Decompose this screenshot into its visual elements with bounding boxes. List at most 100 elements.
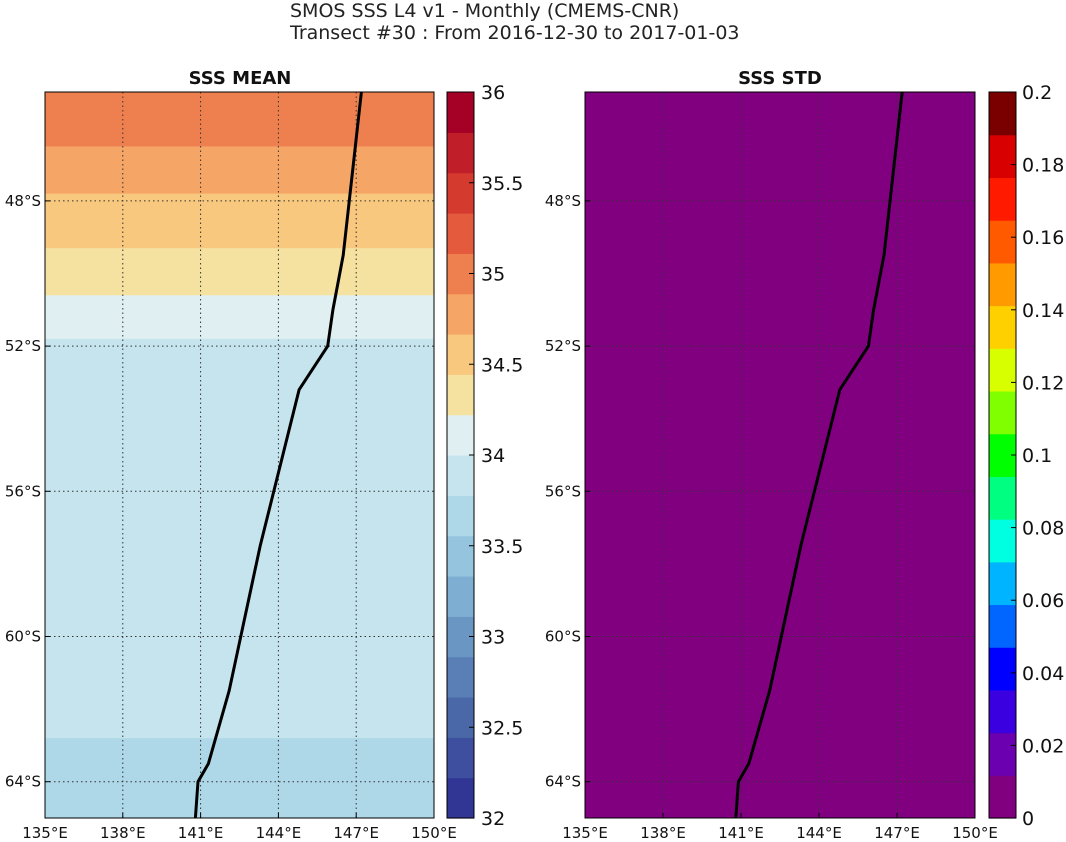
colorbar-tick-label: 0.02 — [1022, 735, 1064, 757]
lon-tick-label: 147°E — [874, 824, 920, 842]
lon-tick-label: 135°E — [22, 824, 68, 842]
lat-tick-label: 48°S — [5, 192, 41, 210]
colorbar-tick-label: 0.08 — [1022, 518, 1064, 540]
sss-band — [45, 295, 434, 340]
transect-line-std — [734, 91, 904, 819]
colorbar-tick-label: 0.18 — [1022, 155, 1064, 177]
lon-tick-label: 138°E — [100, 824, 146, 842]
lon-labels-mean: 135°E 138°E 141°E 144°E 147°E 150°E — [22, 813, 457, 842]
colorbar-tick-label: 33.5 — [481, 536, 523, 558]
colorbar-tick-label: 33 — [481, 627, 505, 649]
colorbar-segment — [447, 495, 474, 537]
title-line-1: SMOS SSS L4 v1 - Monthly (CMEMS-CNR) — [290, 0, 680, 22]
colorbar-segment — [989, 561, 1016, 606]
colorbar-tick-label: 36 — [481, 82, 505, 104]
panel-sss-std: SSS STD 48°S52°S56°S60°S64°S 135°E 138°E 1… — [545, 68, 1064, 842]
sss-band — [45, 92, 434, 147]
lat-labels-mean: 48°S 52°S 56°S 60°S 64°S — [5, 192, 50, 791]
lon-tick-label: 141°E — [718, 824, 764, 842]
colorbar-segment — [447, 576, 474, 617]
colorbar-labels-std: 0 0.02 0.04 0.06 0.08 0.1 0.12 0.14 0.16 0.18 0.2 — [1011, 82, 1064, 830]
lat-tick-label: 56°S — [545, 482, 581, 500]
lat-labels-std: 48°S 52°S 56°S 60°S 64°S — [545, 192, 590, 791]
colorbar-tick-label: 35 — [481, 264, 505, 286]
colorbar-tick-label: 0.14 — [1022, 300, 1064, 322]
map-frame-std — [584, 91, 976, 819]
colorbar-segment — [447, 374, 474, 416]
colorbar-tick-label: 0.04 — [1022, 663, 1064, 685]
lat-tick-label: 60°S — [5, 628, 41, 646]
lon-tick-label: 150°E — [411, 824, 457, 842]
transect-line-mean — [193, 91, 363, 819]
lon-labels-std: 135°E 138°E 141°E 144°E 147°E 150°E — [562, 813, 998, 842]
colorbar-tick-label: 32.5 — [481, 717, 523, 739]
colorbar-tick-label: 0.12 — [1022, 372, 1064, 394]
colorbar-segment — [989, 262, 1016, 307]
colorbar-mean — [446, 91, 475, 819]
lon-tick-label: 144°E — [256, 824, 302, 842]
lon-tick-label: 147°E — [333, 824, 379, 842]
sss-band — [45, 738, 434, 819]
colorbar-segment — [989, 519, 1016, 563]
sss-std-field — [585, 92, 975, 818]
sss-band — [45, 248, 434, 296]
lat-tick-label: 64°S — [545, 773, 581, 791]
colorbar-tick-label: 35.5 — [481, 173, 523, 195]
lat-tick-label: 48°S — [545, 192, 581, 210]
lat-tick-label: 60°S — [545, 628, 581, 646]
colorbar-segment — [989, 177, 1016, 221]
colorbar-segment — [447, 697, 474, 738]
colorbar-tick-label: 0.16 — [1022, 227, 1064, 249]
colorbar-tick-label: 32 — [481, 808, 505, 830]
lon-tick-label: 144°E — [796, 824, 842, 842]
colorbar-segment — [447, 92, 474, 133]
colorbar-tick-label: 34.5 — [481, 354, 523, 376]
colorbar-segment — [989, 134, 1016, 179]
sss-mean-field — [45, 92, 434, 819]
colorbar-segment — [447, 334, 474, 375]
colorbar-segment — [447, 777, 474, 819]
lon-tick-label: 141°E — [178, 824, 224, 842]
colorbar-segment — [989, 689, 1016, 734]
panel-title-mean: SSS MEAN — [189, 68, 292, 89]
colorbar-segment — [447, 414, 474, 456]
lat-tick-label: 52°S — [5, 337, 41, 355]
lat-tick-label: 64°S — [5, 773, 41, 791]
map-frame-mean — [44, 91, 435, 819]
lat-tick-label: 56°S — [5, 482, 41, 500]
lon-tick-label: 138°E — [640, 824, 686, 842]
colorbar-segment — [989, 775, 1016, 819]
lat-tick-label: 52°S — [545, 337, 581, 355]
colorbar-tick-label: 34 — [481, 445, 505, 467]
colorbar-segment — [447, 455, 474, 496]
colorbar-segment — [447, 293, 474, 335]
panel-sss-mean: SSS MEAN 48°S 52°S 56°S 60°S 64°S 135°E 138°E… — [5, 68, 523, 842]
colorbar-tick-label: 0 — [1022, 808, 1034, 830]
colorbar-segment — [989, 92, 1016, 136]
sss-band — [45, 338, 434, 739]
colorbar-segment — [447, 737, 474, 779]
sss-band — [45, 146, 434, 195]
colorbar-segment — [989, 476, 1016, 520]
colorbar-segment — [447, 535, 474, 577]
colorbar-segment — [989, 647, 1016, 691]
colorbar-segment — [447, 172, 474, 214]
colorbar-tick-label: 0.06 — [1022, 590, 1064, 612]
colorbar-tick-label: 0.2 — [1022, 82, 1052, 104]
sss-band — [45, 193, 434, 249]
colorbar-std — [988, 91, 1017, 819]
colorbar-segment — [447, 213, 474, 254]
colorbar-tick-label: 0.1 — [1022, 445, 1052, 467]
panel-title-std: SSS STD — [738, 68, 822, 89]
colorbar-segment — [989, 348, 1016, 392]
colorbar-segment — [989, 390, 1016, 435]
colorbar-segment — [989, 305, 1016, 349]
colorbar-segment — [989, 220, 1016, 264]
lon-tick-label: 150°E — [952, 824, 998, 842]
lon-tick-label: 135°E — [562, 824, 608, 842]
colorbar-segment — [989, 732, 1016, 776]
colorbar-segment — [989, 604, 1016, 648]
title-line-2: Transect #30 : From 2016-12-30 to 2017-0… — [290, 22, 740, 44]
colorbar-labels-mean: 32 32.5 33 33.5 34 34.5 35 35.5 36 — [469, 82, 523, 830]
